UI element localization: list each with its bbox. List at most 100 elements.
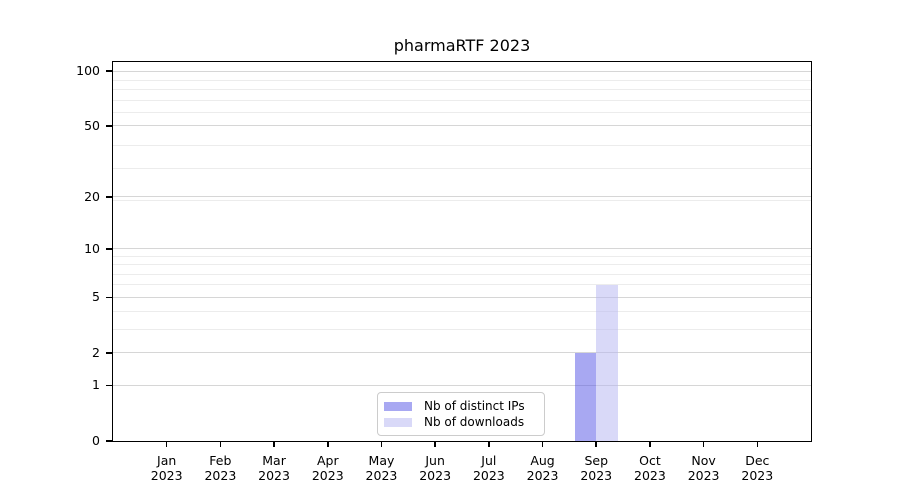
- legend-swatch-downloads-icon: [384, 417, 412, 427]
- x-tick-label: Jan 2023: [135, 453, 199, 483]
- x-tick-year: 2023: [526, 468, 559, 483]
- x-tick-mark: [488, 441, 490, 447]
- major-gridline: [113, 352, 811, 354]
- x-tick-year: 2023: [580, 468, 613, 483]
- minor-gridline: [113, 311, 811, 313]
- minor-gridline: [113, 79, 811, 81]
- x-tick-mark: [541, 441, 544, 447]
- x-tick-month: Aug: [530, 453, 555, 468]
- x-tick-year: 2023: [204, 468, 237, 483]
- legend-label-distinct-ips: Nb of distinct IPs: [424, 399, 525, 413]
- x-tick-label: Apr 2023: [296, 453, 360, 483]
- y-tick-mark: [106, 70, 112, 72]
- x-tick-mark: [219, 441, 222, 447]
- y-tick-mark: [106, 196, 112, 198]
- y-tick-label: 1: [92, 377, 100, 393]
- minor-gridline: [113, 89, 811, 91]
- x-tick-month: Dec: [745, 453, 770, 468]
- x-tick-year: 2023: [365, 468, 398, 483]
- x-tick-mark: [165, 441, 168, 447]
- minor-gridline: [113, 329, 811, 331]
- x-tick-label: Jul 2023: [457, 453, 521, 483]
- x-tick-label: Nov 2023: [672, 453, 736, 483]
- x-tick-month: Sep: [584, 453, 608, 468]
- x-tick-mark: [756, 441, 759, 447]
- major-gridline: [113, 70, 811, 72]
- x-tick-mark: [380, 441, 383, 447]
- x-tick-year: 2023: [472, 468, 505, 483]
- y-tick-label: 2: [92, 344, 100, 360]
- legend-item-downloads: Nb of downloads: [384, 414, 544, 430]
- minor-gridline: [113, 264, 811, 266]
- x-tick-mark: [595, 441, 597, 447]
- y-tick-label: 0: [92, 433, 100, 448]
- y-tick-label: 20: [84, 188, 100, 204]
- legend-swatch-distinct-ips-icon: [384, 401, 412, 411]
- grid-layer: [113, 62, 811, 441]
- legend-item-distinct-ips: Nb of distinct IPs: [384, 398, 544, 414]
- x-tick-year: 2023: [741, 468, 774, 483]
- x-tick-month: Oct: [639, 453, 661, 468]
- x-tick-year: 2023: [311, 468, 344, 483]
- legend: Nb of distinct IPs Nb of downloads: [377, 392, 545, 436]
- bars-layer: [113, 62, 811, 441]
- x-tick-month: Mar: [262, 453, 286, 468]
- major-gridline: [113, 296, 811, 298]
- x-tick-month: May: [368, 453, 395, 468]
- minor-gridline: [113, 71, 811, 73]
- x-tick-mark: [649, 441, 651, 447]
- y-tick-mark: [106, 352, 112, 354]
- x-tick-label: Dec 2023: [725, 453, 789, 483]
- bar-downloads-sep: [596, 284, 618, 441]
- y-tick-mark: [106, 296, 112, 299]
- x-tick-month: Nov: [691, 453, 716, 468]
- x-tick-month: Jan: [157, 453, 177, 468]
- chart-title: pharmaRTF 2023: [393, 36, 531, 55]
- y-tick-label: 50: [84, 117, 100, 133]
- minor-gridline: [113, 144, 811, 146]
- x-tick-month: Feb: [209, 453, 232, 468]
- x-tick-label: Jun 2023: [403, 453, 467, 483]
- major-gridline: [113, 125, 811, 127]
- axis-layer: 0 1 2 5 10 20 50 100 Jan 2023 Feb 2023 Mar 2023 Apr 202…: [76, 62, 811, 483]
- y-tick-label: 10: [84, 240, 100, 256]
- minor-gridline: [113, 112, 811, 114]
- y-tick-mark: [106, 384, 112, 387]
- minor-gridline: [113, 255, 811, 257]
- x-tick-month: Apr: [316, 453, 339, 468]
- x-tick-label: Oct 2023: [618, 453, 682, 483]
- legend-label-downloads: Nb of downloads: [424, 415, 525, 429]
- x-tick-year: 2023: [258, 468, 290, 483]
- x-tick-year: 2023: [634, 468, 666, 483]
- bar-distinct-ips-sep: [574, 352, 597, 441]
- major-gridline: [113, 248, 811, 250]
- x-tick-label: Feb 2023: [188, 453, 252, 483]
- minor-gridline: [113, 284, 811, 286]
- x-tick-mark: [434, 441, 436, 447]
- x-tick-month: Jul: [481, 453, 497, 468]
- x-tick-label: Aug 2023: [511, 453, 575, 483]
- minor-gridline: [113, 99, 811, 101]
- x-tick-mark: [273, 441, 275, 447]
- x-tick-label: May 2023: [349, 453, 413, 483]
- x-tick-month: Jun: [425, 453, 445, 468]
- x-tick-year: 2023: [419, 468, 452, 483]
- y-tick-mark: [106, 248, 112, 250]
- y-tick-mark: [106, 440, 112, 442]
- x-tick-mark: [702, 441, 705, 447]
- plot-area: 0 1 2 5 10 20 50 100 Jan 2023 Feb 2023 Mar 2023 Apr 202…: [76, 61, 812, 483]
- x-tick-year: 2023: [687, 468, 720, 483]
- minor-gridline: [113, 200, 811, 202]
- x-tick-mark: [327, 441, 329, 447]
- major-gridline: [113, 384, 811, 386]
- y-tick-label: 5: [92, 289, 100, 305]
- x-tick-label: Mar 2023: [242, 453, 306, 483]
- y-tick-label: 100: [76, 63, 100, 78]
- minor-gridline: [113, 273, 811, 275]
- x-tick-label: Sep 2023: [564, 453, 628, 483]
- y-tick-mark: [106, 125, 112, 127]
- x-tick-year: 2023: [150, 468, 183, 483]
- minor-gridline: [113, 167, 811, 169]
- major-gridline: [113, 196, 811, 198]
